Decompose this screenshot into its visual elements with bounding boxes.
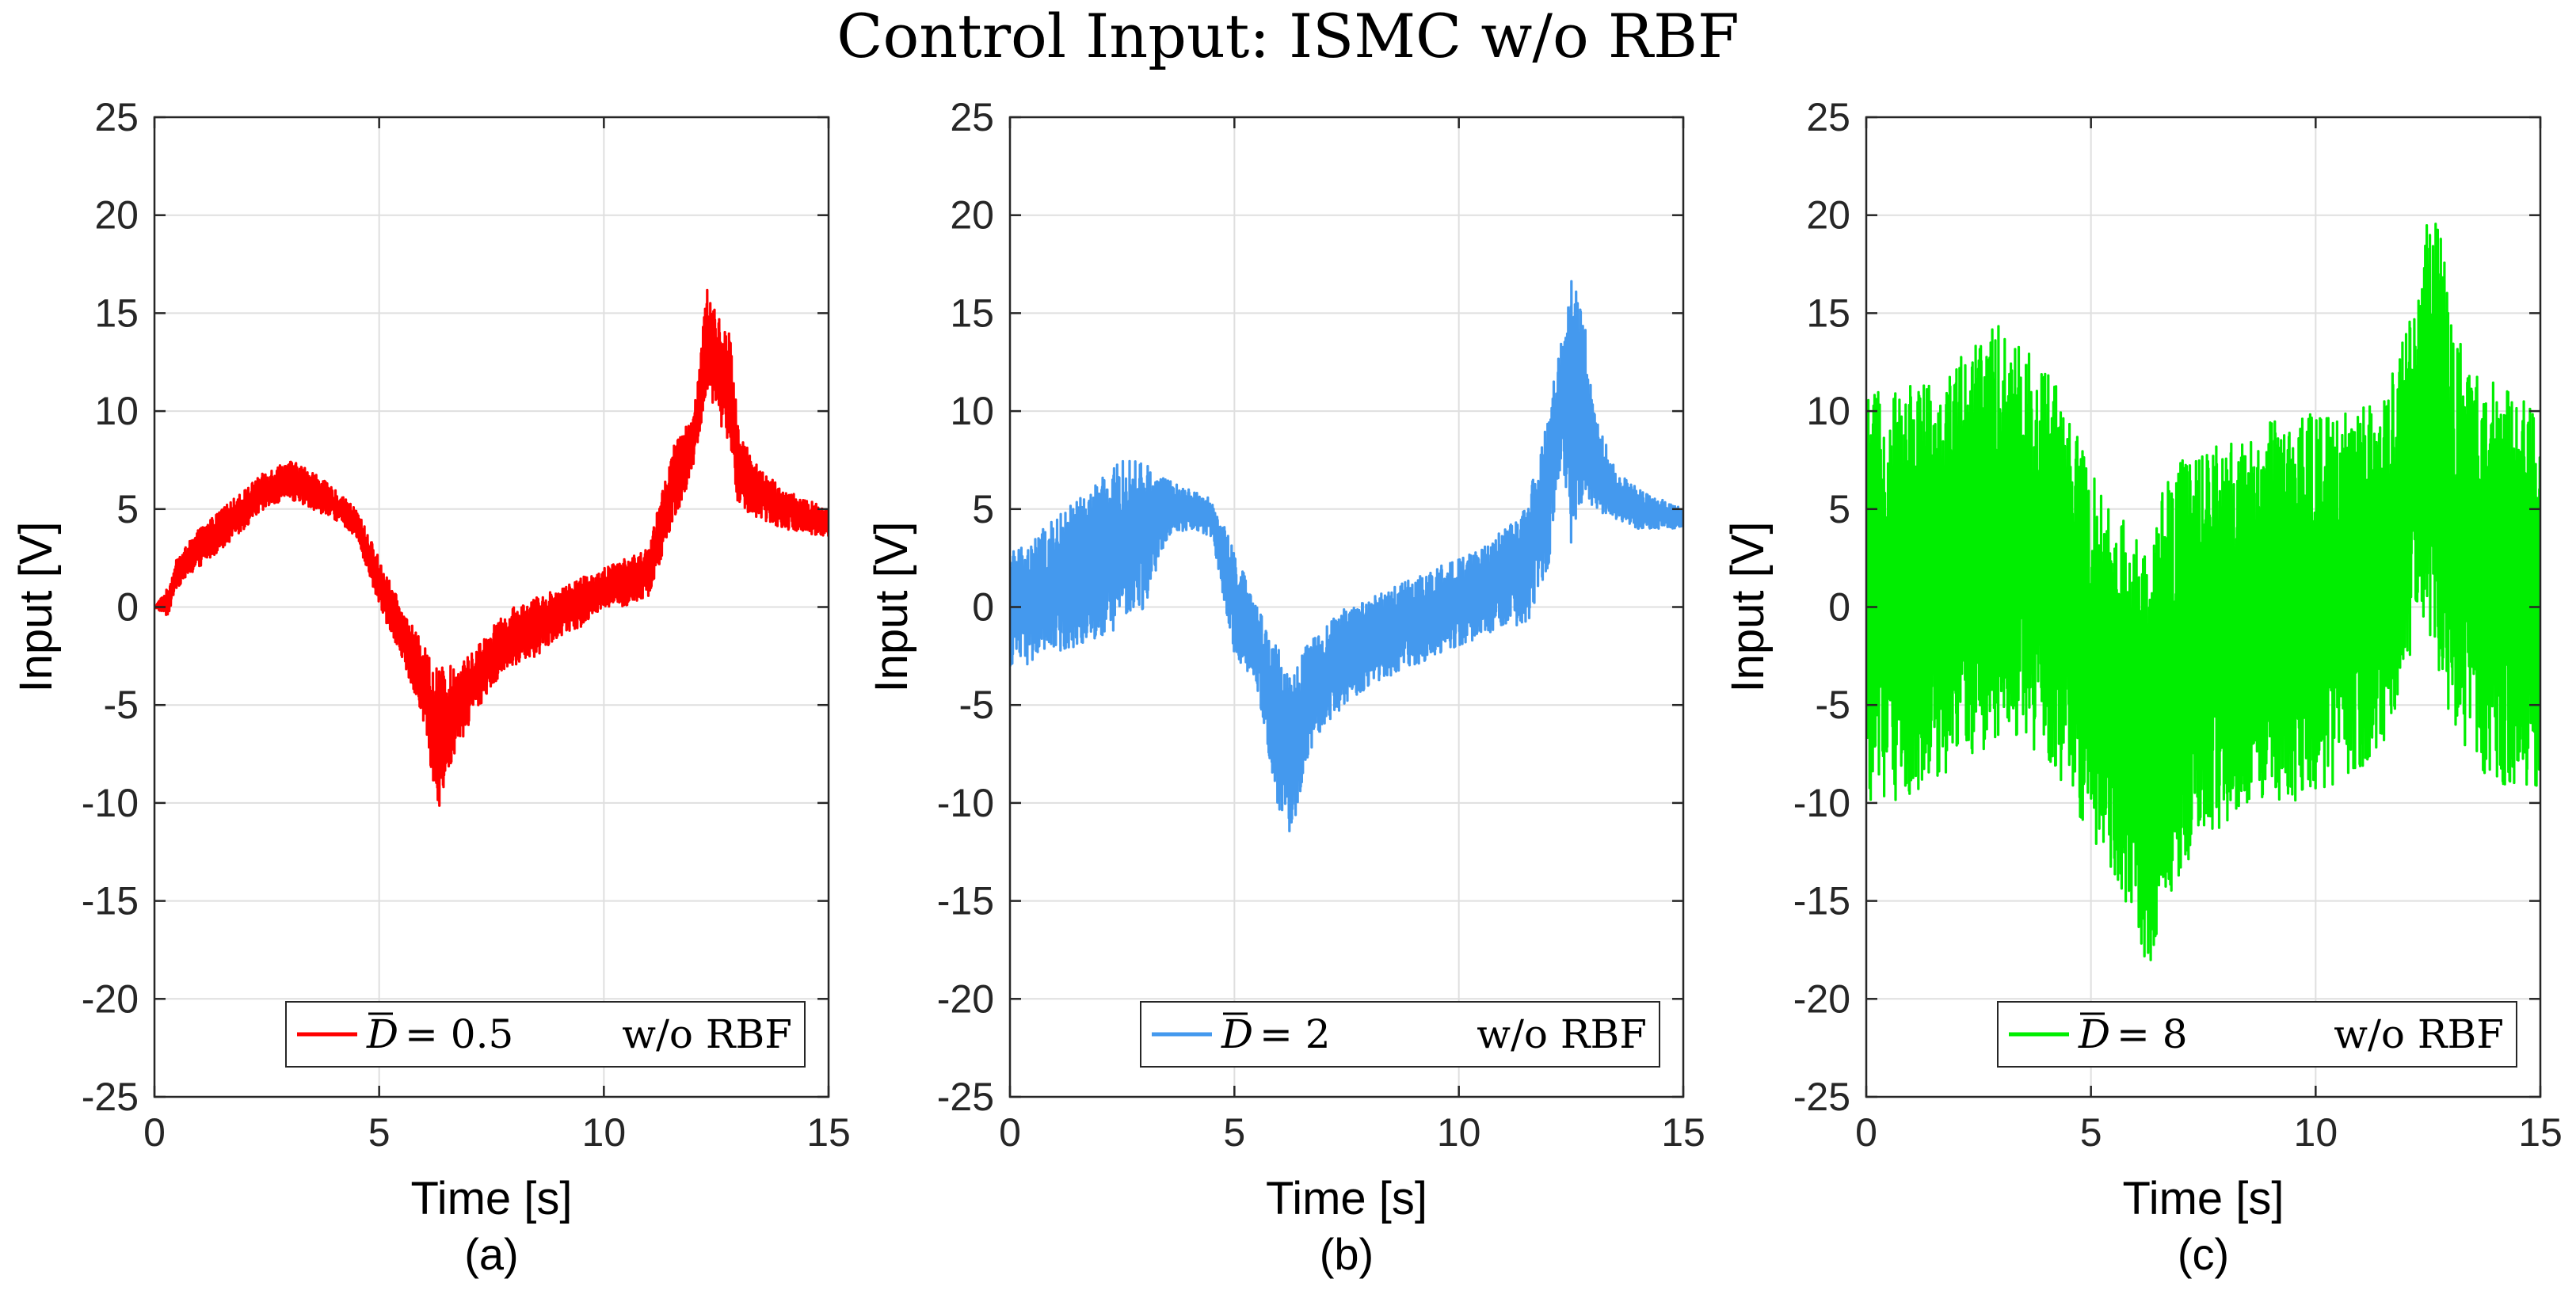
x-tick-label: 15 xyxy=(2518,1110,2563,1155)
legend-suffix: w/o RBF xyxy=(622,1011,792,1057)
y-tick-label: 0 xyxy=(972,585,994,630)
y-tick-label: 0 xyxy=(1828,585,1850,630)
ticks: 0 5 10 15 25 20 15 10 5 0 -5 -10 -15 -20 -25 xyxy=(937,95,1705,1155)
y-tick-label: 15 xyxy=(1806,291,1850,335)
y-tick-label: -20 xyxy=(937,976,994,1021)
y-tick-label: 25 xyxy=(1806,95,1850,139)
y-tick-label: 20 xyxy=(1806,193,1850,238)
y-tick-label: -10 xyxy=(1793,781,1850,825)
y-tick-label: -15 xyxy=(937,879,994,923)
y-tick-label: 5 xyxy=(116,487,139,531)
y-tick-label: -20 xyxy=(1793,976,1850,1021)
x-tick-label: 15 xyxy=(1661,1110,1705,1155)
y-tick-label: 10 xyxy=(94,389,139,433)
x-tick-label: 5 xyxy=(1223,1110,1245,1155)
legend: D = 8 w/o RBF xyxy=(1997,1001,2517,1068)
series-line xyxy=(1866,223,2540,961)
x-tick-label: 15 xyxy=(806,1110,851,1155)
series-line xyxy=(154,288,829,807)
y-tick-label: -15 xyxy=(1793,879,1850,923)
y-axis-label: Input [V] xyxy=(866,521,917,692)
legend-box xyxy=(1997,1001,2517,1068)
x-tick-label: 10 xyxy=(1437,1110,1481,1155)
y-tick-label: -5 xyxy=(959,683,994,727)
y-tick-label: 10 xyxy=(1806,389,1850,433)
y-tick-label: 25 xyxy=(94,95,139,139)
x-axis-label: Time [s] xyxy=(2122,1173,2284,1224)
x-tick-label: 5 xyxy=(368,1110,391,1155)
y-tick-label: -5 xyxy=(104,683,139,727)
y-tick-label: 10 xyxy=(950,389,994,433)
legend-value: = 2 xyxy=(1259,1011,1331,1057)
y-tick-label: -5 xyxy=(1816,683,1850,727)
legend: D = 0.5 w/o RBF xyxy=(285,1001,806,1068)
y-tick-label: 5 xyxy=(972,487,994,531)
figure-title: Control Input: ISMC w/o RBF xyxy=(836,1,1739,71)
y-tick-label: -10 xyxy=(937,781,994,825)
y-tick-label: -20 xyxy=(82,976,139,1021)
panel-label: (c) xyxy=(2178,1229,2229,1279)
legend-value: = 8 xyxy=(2117,1011,2188,1057)
y-tick-label: -25 xyxy=(1793,1075,1850,1119)
x-tick-label: 10 xyxy=(582,1110,627,1155)
legend-value: = 0.5 xyxy=(405,1011,513,1057)
y-tick-label: 20 xyxy=(950,193,994,238)
ticks: 0 5 10 15 25 20 15 10 5 0 -5 -10 -15 -20 -25 xyxy=(82,95,851,1155)
legend-symbol: D xyxy=(366,1011,398,1057)
x-tick-label: 0 xyxy=(999,1110,1021,1155)
y-tick-label: 20 xyxy=(94,193,139,238)
panel-label: (a) xyxy=(464,1229,518,1279)
y-tick-label: -10 xyxy=(82,781,139,825)
panel-c: 0 5 10 15 25 20 15 10 5 0 -5 -10 -15 -20 -25 Time [s] In… xyxy=(1722,95,2563,1279)
y-tick-label: 15 xyxy=(950,291,994,335)
gridlines xyxy=(154,117,829,1097)
panel-b: 0 5 10 15 25 20 15 10 5 0 -5 -10 -15 -20 -25 Time [s] In… xyxy=(866,95,1705,1279)
series-line xyxy=(1010,280,1683,832)
y-axis-label: Input [V] xyxy=(10,521,62,692)
legend-symbol: D xyxy=(2078,1011,2110,1057)
x-tick-label: 0 xyxy=(1855,1110,1877,1155)
legend-suffix: w/o RBF xyxy=(2334,1011,2504,1057)
x-axis-label: Time [s] xyxy=(410,1173,572,1224)
x-tick-label: 5 xyxy=(2080,1110,2102,1155)
x-tick-label: 0 xyxy=(143,1110,166,1155)
y-tick-label: -25 xyxy=(82,1075,139,1119)
y-tick-label: 15 xyxy=(94,291,139,335)
legend-symbol: D xyxy=(1221,1011,1253,1057)
y-tick-label: 25 xyxy=(950,95,994,139)
panel-label: (b) xyxy=(1320,1229,1374,1279)
legend-suffix: w/o RBF xyxy=(1477,1011,1647,1057)
panel-a: 0 5 10 15 25 20 15 10 5 0 -5 -10 -15 -20 -25 Time [s] In… xyxy=(10,95,851,1279)
legend: D = 2 w/o RBF xyxy=(1140,1001,1660,1068)
y-axis-label: Input [V] xyxy=(1722,521,1774,692)
y-tick-label: -15 xyxy=(82,879,139,923)
y-tick-label: 5 xyxy=(1828,487,1850,531)
y-tick-label: -25 xyxy=(937,1075,994,1119)
y-tick-label: 0 xyxy=(116,585,139,630)
ticks: 0 5 10 15 25 20 15 10 5 0 -5 -10 -15 -20 -25 xyxy=(1793,95,2563,1155)
x-tick-label: 10 xyxy=(2294,1110,2338,1155)
x-axis-label: Time [s] xyxy=(1266,1173,1427,1224)
